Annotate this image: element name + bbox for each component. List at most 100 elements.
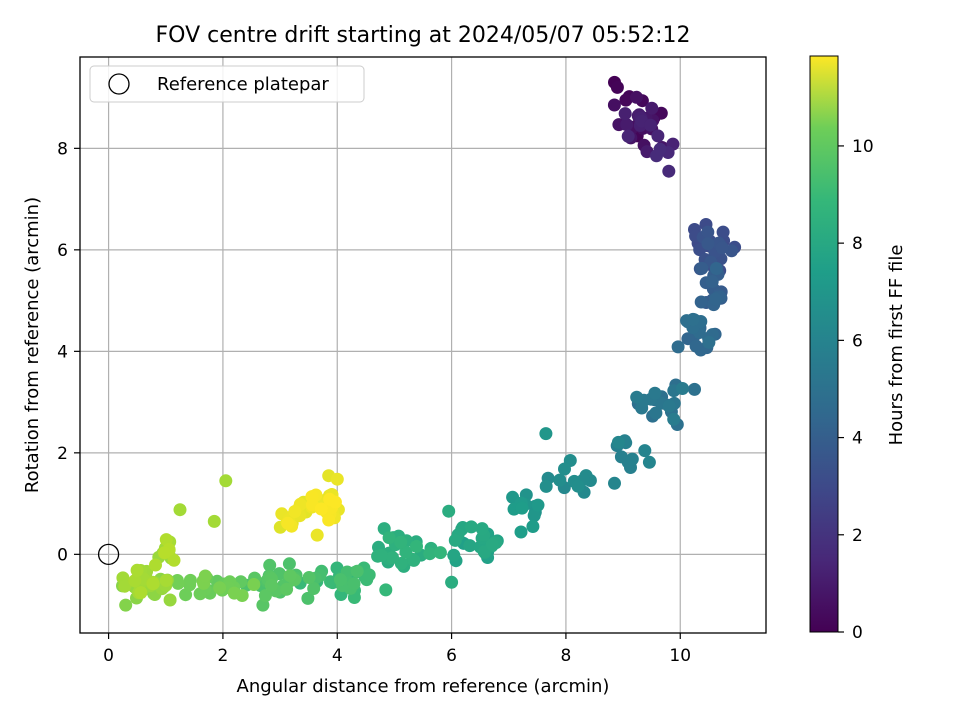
colorbar-tick-label: 6	[852, 331, 863, 351]
data-point	[689, 339, 703, 353]
data-point	[625, 452, 639, 466]
data-point	[159, 574, 173, 587]
data-point	[705, 275, 719, 288]
data-point	[374, 548, 388, 562]
data-point	[288, 505, 302, 518]
data-point	[621, 129, 635, 143]
data-point	[715, 241, 729, 255]
data-point	[407, 553, 421, 567]
x-tick-label: 2	[218, 646, 229, 666]
data-point	[445, 575, 459, 589]
data-point	[179, 588, 193, 602]
data-point	[463, 539, 477, 553]
data-point	[644, 118, 657, 132]
data-point	[423, 547, 437, 561]
data-point	[619, 93, 633, 107]
data-point	[649, 406, 663, 420]
x-tick-label: 10	[669, 646, 691, 666]
data-point	[307, 582, 321, 595]
data-point	[163, 593, 177, 607]
data-point	[662, 164, 676, 178]
data-point	[213, 581, 227, 595]
data-point	[558, 462, 571, 476]
colorbar-tick-label: 8	[852, 234, 863, 254]
data-point	[651, 129, 665, 143]
data-point	[130, 563, 144, 577]
data-point	[630, 390, 644, 404]
data-point	[118, 579, 132, 593]
data-point	[611, 435, 625, 449]
data-point	[485, 538, 499, 552]
data-point	[324, 575, 337, 589]
y-tick-label: 8	[57, 139, 68, 159]
y-tick-label: 2	[57, 444, 68, 464]
x-tick-label: 6	[446, 646, 457, 666]
data-point	[531, 498, 545, 512]
data-point	[526, 520, 540, 533]
data-point	[263, 558, 277, 572]
y-tick-label: 0	[57, 545, 68, 565]
data-point	[146, 577, 160, 591]
data-point	[193, 587, 207, 601]
data-point	[514, 525, 528, 539]
data-point	[442, 504, 456, 518]
data-point	[301, 591, 315, 605]
data-points	[97, 75, 742, 612]
data-point	[642, 455, 656, 469]
data-point	[553, 473, 567, 487]
data-point	[701, 225, 715, 239]
data-point	[645, 101, 659, 115]
data-point	[686, 312, 700, 326]
data-point	[149, 558, 162, 572]
data-point	[330, 472, 344, 486]
data-point	[314, 502, 328, 516]
colorbar-tick-label: 10	[852, 137, 874, 157]
data-point	[694, 295, 708, 309]
data-point	[158, 546, 171, 560]
data-point	[620, 118, 634, 132]
x-tick-label: 0	[103, 646, 114, 666]
data-point	[219, 474, 233, 488]
y-axis-label: Rotation from reference (arcmin)	[22, 197, 43, 493]
data-point	[475, 522, 489, 536]
data-point	[695, 261, 709, 275]
data-point	[362, 568, 376, 582]
data-point	[607, 98, 621, 112]
colorbar: 0 2 4 6 8 10 Hours from first FF file	[809, 55, 907, 643]
data-point	[128, 574, 142, 588]
colorbar-ticks: 0 2 4 6 8 10	[838, 137, 874, 643]
data-point	[709, 292, 722, 306]
data-point	[350, 564, 364, 578]
data-point	[701, 237, 715, 251]
colorbar-tick-label: 4	[852, 429, 863, 449]
data-point	[119, 598, 133, 612]
data-point	[394, 535, 408, 549]
data-point	[134, 586, 148, 600]
data-point	[282, 557, 296, 571]
data-point	[464, 520, 478, 534]
data-point	[515, 501, 529, 515]
data-point	[258, 589, 272, 603]
data-point	[671, 340, 685, 354]
data-point	[399, 545, 413, 559]
data-point	[667, 412, 681, 426]
colorbar-label: Hours from first FF file	[886, 245, 907, 446]
data-point	[167, 553, 181, 567]
y-tick-label: 6	[57, 241, 68, 261]
data-point	[709, 262, 723, 275]
data-point	[433, 546, 447, 560]
data-point	[171, 576, 185, 590]
chart-title: FOV centre drift starting at 2024/05/07 …	[156, 23, 691, 48]
data-point	[333, 573, 347, 587]
x-axis-label: Angular distance from reference (arcmin)	[237, 676, 610, 697]
data-point	[379, 583, 393, 597]
data-point	[610, 80, 624, 94]
data-point	[173, 503, 187, 517]
x-tick-label: 8	[561, 646, 572, 666]
x-tick-label: 4	[332, 646, 343, 666]
data-point	[447, 548, 461, 562]
data-point	[653, 142, 667, 156]
data-point	[662, 399, 676, 413]
